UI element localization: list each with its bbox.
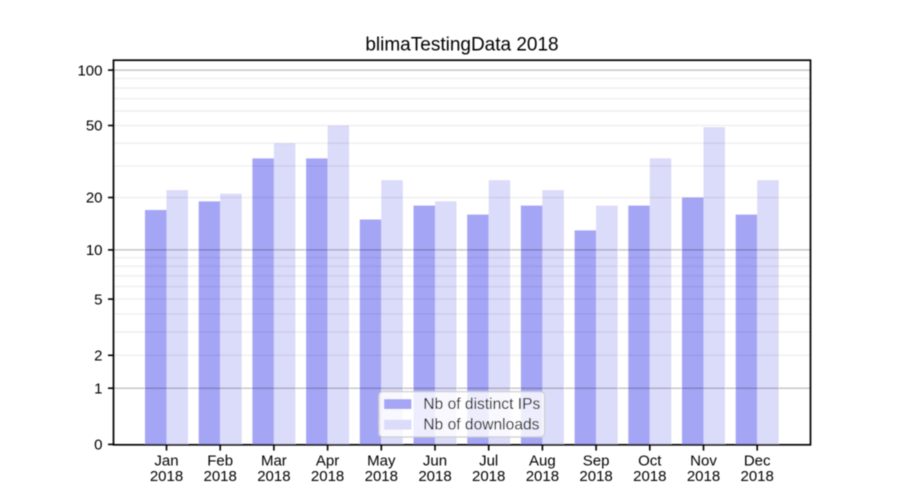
svg-text:2018: 2018	[257, 468, 290, 485]
svg-text:10: 10	[86, 242, 103, 259]
svg-text:Jan: Jan	[154, 452, 178, 469]
svg-text:Nov: Nov	[690, 452, 717, 469]
svg-text:Oct: Oct	[638, 452, 662, 469]
svg-text:0: 0	[94, 437, 102, 454]
svg-text:1: 1	[94, 380, 102, 397]
svg-text:2018: 2018	[204, 468, 237, 485]
svg-text:20: 20	[86, 190, 103, 207]
svg-text:2018: 2018	[150, 468, 183, 485]
svg-text:2018: 2018	[633, 468, 666, 485]
svg-text:2018: 2018	[741, 468, 774, 485]
svg-text:blimaTestingData 2018: blimaTestingData 2018	[365, 34, 558, 55]
svg-text:2018: 2018	[418, 468, 451, 485]
svg-text:Apr: Apr	[316, 452, 339, 469]
svg-text:2018: 2018	[311, 468, 344, 485]
svg-text:Jun: Jun	[423, 452, 447, 469]
svg-text:2018: 2018	[579, 468, 612, 485]
svg-text:2018: 2018	[687, 468, 720, 485]
svg-text:May: May	[367, 452, 396, 469]
svg-text:2018: 2018	[365, 468, 398, 485]
svg-text:Aug: Aug	[529, 452, 556, 469]
svg-text:2018: 2018	[472, 468, 505, 485]
svg-text:100: 100	[77, 62, 102, 79]
svg-text:Dec: Dec	[744, 452, 771, 469]
svg-text:2018: 2018	[526, 468, 559, 485]
svg-text:50: 50	[86, 118, 103, 135]
svg-text:Nb of distinct IPs: Nb of distinct IPs	[423, 396, 540, 413]
svg-text:Nb of downloads: Nb of downloads	[423, 417, 539, 434]
svg-text:Sep: Sep	[583, 452, 610, 469]
svg-text:5: 5	[94, 291, 102, 308]
svg-text:2: 2	[94, 348, 102, 365]
svg-text:Mar: Mar	[261, 452, 287, 469]
svg-text:Jul: Jul	[479, 452, 498, 469]
svg-text:Feb: Feb	[207, 452, 233, 469]
